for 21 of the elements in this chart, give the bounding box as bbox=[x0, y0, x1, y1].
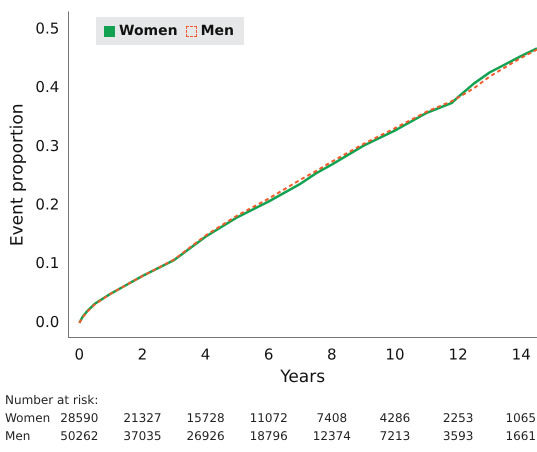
x-tick-label: 12 bbox=[448, 345, 468, 364]
y-tick-label: 0.2 bbox=[35, 195, 60, 214]
text: Women 28590 21327 15728 11072 7408 4286 2253 1065 bbox=[5, 411, 536, 425]
x-tick-label: 6 bbox=[264, 345, 274, 364]
y-tick-label: 0.1 bbox=[35, 254, 60, 272]
legend-label: Men bbox=[200, 23, 234, 39]
x-tick-label: 0 bbox=[74, 345, 84, 364]
x-tick-label: 10 bbox=[385, 345, 405, 364]
x-tick-label: 14 bbox=[512, 345, 531, 364]
y-tick-label: 0.5 bbox=[35, 19, 60, 38]
x-axis-title: Years bbox=[279, 367, 326, 388]
y-tick-label: 0.3 bbox=[35, 136, 60, 155]
x-tick-label: 4 bbox=[200, 345, 210, 364]
x-tick-label: 8 bbox=[327, 345, 337, 364]
text: Men 50262 37035 26926 18796 12374 7213 3593 1661 bbox=[5, 429, 536, 443]
x-tick-label: 2 bbox=[138, 345, 148, 364]
y-axis-title: Event proportion bbox=[8, 103, 28, 246]
text: Number at risk: bbox=[5, 393, 98, 407]
y-tick-label: 0.0 bbox=[35, 312, 60, 331]
legend-label: Women bbox=[119, 23, 178, 39]
y-tick-label: 0.4 bbox=[35, 78, 60, 96]
